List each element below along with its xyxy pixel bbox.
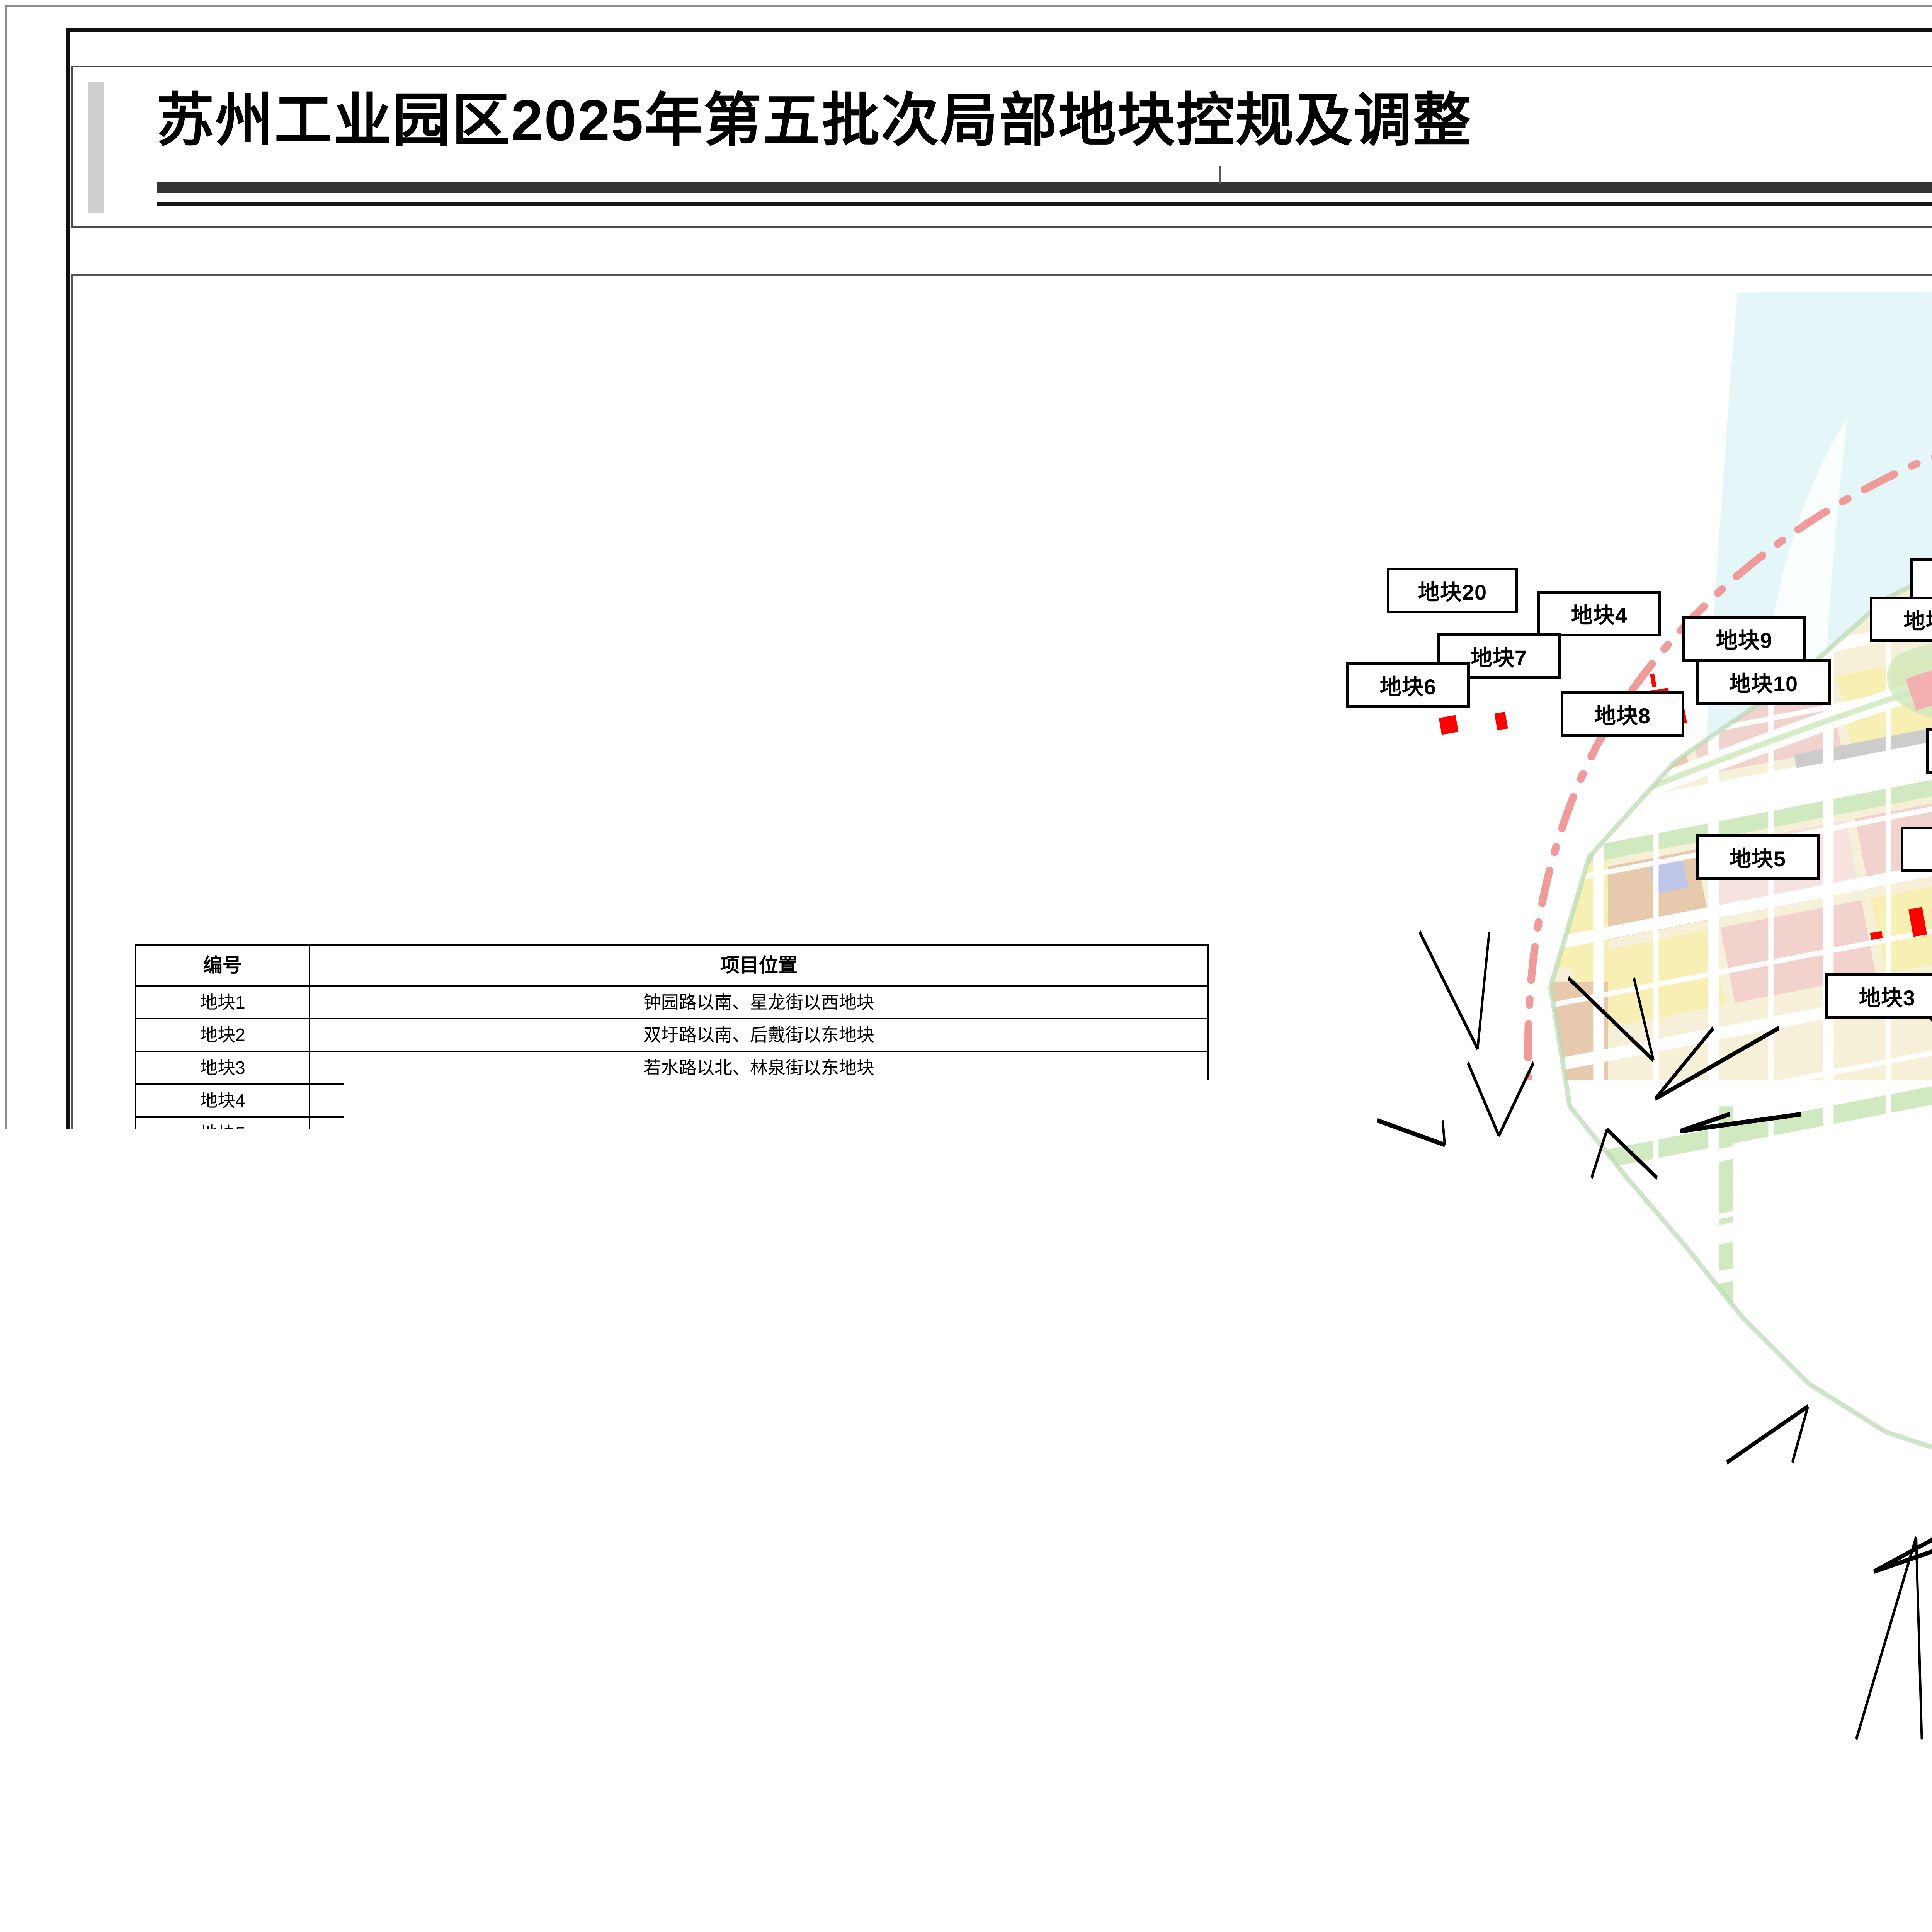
table-row: 地块13 望江路以东、园区11号河以南地块 [136, 1379, 1208, 1412]
title-rule-thin [157, 202, 1932, 206]
table-header-row: 编号 项目位置 [136, 945, 1208, 986]
title-rule-thick [157, 182, 1932, 193]
cell-plot-id: 地块2 [136, 1019, 310, 1051]
map-canvas [1282, 291, 1932, 1845]
cell-plot-id: 地块5 [136, 1117, 310, 1150]
cell-plot-location: 苏虹中路以北、星湖街以西地块 [310, 1248, 1208, 1281]
map-callout-地块20[interactable]: 地块20 [1387, 568, 1518, 613]
map-callout-地块8[interactable]: 地块8 [1561, 691, 1684, 737]
table-body: 地块1 钟园路以南、星龙街以西地块 地块2 双圩路以南、后戴街以东地块 地块3 若水路以北… [136, 986, 1208, 1642]
location-map[interactable]: 地块20地块4地块7地块9地块6地块10地块8地块12地块11地块13地块2地块… [1282, 291, 1932, 1845]
table-row: 地块11 苏虹东路以北、杏林街以西地块 [136, 1314, 1208, 1347]
cell-plot-id: 地块10 [136, 1281, 310, 1314]
cell-plot-location: 苏虹中路以北、玲珑街以西地块 [310, 1183, 1208, 1216]
drawing-sheet: 苏州工业园区2025年第五批次局部地块控规及调整 区位图 编号 项目位置 地块1… [0, 0, 1932, 1932]
table-row: 地块20 唯文路以南、亭融街以西地块 [136, 1609, 1208, 1642]
cell-plot-id: 地块14 [136, 1412, 310, 1445]
table-row: 地块5 石港路以南、石莲街以东地块 [136, 1117, 1208, 1150]
cell-plot-id: 地块16 [136, 1478, 310, 1511]
table-row: 地块16 尖浦路以西、银胜路以南地块 [136, 1478, 1208, 1511]
map-callout-地块18[interactable]: 地块18 [1901, 827, 1932, 872]
map-callout-地块15[interactable]: 地块15 [1926, 728, 1932, 774]
map-callout-地块10[interactable]: 地块10 [1696, 659, 1831, 705]
table-row: 地块10 万盛街以东、西沈浒路以北地块 [136, 1281, 1208, 1314]
title-panel: 苏州工业园区2025年第五批次局部地块控规及调整 [71, 66, 1932, 228]
cell-plot-id: 地块1 [136, 986, 310, 1019]
cell-plot-location: 石港路以南、石莲街以东地块 [310, 1117, 1208, 1150]
title-center-tick [1219, 166, 1221, 184]
cell-plot-location: 唯文路以南、亭融街以西地块 [310, 1609, 1208, 1642]
main-content-panel: 编号 项目位置 地块1 钟园路以南、星龙街以西地块 地块2 双圩路以南、后戴街以东地块… [71, 274, 1932, 1874]
table-row: 地块6 苏虹西路以南、槟榔路以北地块 [136, 1150, 1208, 1183]
map-callout-地块3[interactable]: 地块3 [1825, 973, 1932, 1019]
cell-plot-location: 珠泾河（至和西路-娄江大道段）束水扩孔地块 [310, 1084, 1208, 1117]
column-header-id: 编号 [136, 945, 310, 986]
table-row: 地块19 金堰路以东、新昌路以南地块 [136, 1577, 1208, 1609]
cell-plot-location: 京沪高速以北、泾东路以东地块 [310, 1412, 1208, 1445]
cell-plot-id: 地块8 [136, 1216, 310, 1248]
title-accent-bar [88, 82, 104, 213]
cell-plot-location: 若水路以北、林泉街以东地块 [310, 1051, 1208, 1084]
page-title: 苏州工业园区2025年第五批次局部地块控规及调整 [156, 91, 1472, 149]
map-callout-地块5[interactable]: 地块5 [1696, 834, 1820, 880]
cell-plot-id: 地块15 [136, 1445, 310, 1478]
cell-plot-location: 钟园路以南、星龙街以西地块 [310, 986, 1208, 1019]
cell-plot-id: 地块13 [136, 1379, 310, 1412]
map-callout-地块9[interactable]: 地块9 [1682, 616, 1806, 662]
cell-plot-id: 地块6 [136, 1150, 310, 1183]
plot-index-table: 编号 项目位置 地块1 钟园路以南、星龙街以西地块 地块2 双圩路以南、后戴街以东地块… [135, 944, 1209, 1643]
cell-plot-id: 地块19 [136, 1577, 310, 1609]
title-band: 苏州工业园区2025年第五批次局部地块控规及调整 区位图 [71, 66, 1932, 228]
map-callout-地块11[interactable]: 地块11 [1870, 597, 1932, 642]
cell-plot-id: 地块9 [136, 1248, 310, 1281]
table-row: 地块18 港田路以南、凤里街以西地块 [136, 1544, 1208, 1577]
column-header-location: 项目位置 [310, 945, 1208, 986]
table-row: 地块12 长阳街以东、苏虹东路以南地块 [136, 1347, 1208, 1379]
cell-plot-location: 尖浦路以西、银胜路以南地块 [310, 1478, 1208, 1511]
cell-plot-id: 地块12 [136, 1347, 310, 1379]
cell-plot-location: 金堰路以东、新昌路以南地块 [310, 1577, 1208, 1609]
table-row: 地块9 苏虹中路以北、星湖街以西地块 [136, 1248, 1208, 1281]
table-row: 地块2 双圩路以南、后戴街以东地块 [136, 1019, 1208, 1051]
cell-plot-id: 地块20 [136, 1609, 310, 1642]
cell-plot-location: 长阳街以东、苏虹东路以南地块 [310, 1347, 1208, 1379]
cell-plot-location: 苏虹西路以南、槟榔路以北地块 [310, 1150, 1208, 1183]
plot-marker[interactable] [1439, 715, 1459, 735]
table-row: 地块4 珠泾河（至和西路-娄江大道段）束水扩孔地块 [136, 1084, 1208, 1117]
cell-plot-location: 苏虹中路以南、华池街以西地块 [310, 1216, 1208, 1248]
cell-plot-location: 万盛街以东、西沈浒路以北地块 [310, 1281, 1208, 1314]
cell-plot-location: 方洲路以南、长阳街以东地块 [310, 1445, 1208, 1478]
cell-plot-id: 地块11 [136, 1314, 310, 1347]
table-row: 地块17 长阳街以西、港田路以南地块 [136, 1511, 1208, 1544]
map-callout-地块6[interactable]: 地块6 [1346, 662, 1470, 708]
table-row: 地块1 钟园路以南、星龙街以西地块 [136, 986, 1208, 1019]
cell-plot-id: 地块17 [136, 1511, 310, 1544]
table-row: 地块14 京沪高速以北、泾东路以东地块 [136, 1412, 1208, 1445]
cell-plot-id: 地块18 [136, 1544, 310, 1577]
cell-plot-location: 长阳街以西、港田路以南地块 [310, 1511, 1208, 1544]
cell-plot-id: 地块7 [136, 1183, 310, 1216]
cell-plot-location: 双圩路以南、后戴街以东地块 [310, 1019, 1208, 1051]
cell-plot-id: 地块3 [136, 1051, 310, 1084]
table-row: 地块7 苏虹中路以北、玲珑街以西地块 [136, 1183, 1208, 1216]
map-callout-地块4[interactable]: 地块4 [1537, 591, 1661, 636]
table-row: 地块15 方洲路以南、长阳街以东地块 [136, 1445, 1208, 1478]
cell-plot-id: 地块4 [136, 1084, 310, 1117]
cell-plot-location: 港田路以南、凤里街以西地块 [310, 1544, 1208, 1577]
table-row: 地块8 苏虹中路以南、华池街以西地块 [136, 1216, 1208, 1248]
cell-plot-location: 苏虹东路以北、杏林街以西地块 [310, 1314, 1208, 1347]
table-row: 地块3 若水路以北、林泉街以东地块 [136, 1051, 1208, 1084]
cell-plot-location: 望江路以东、园区11号河以南地块 [310, 1379, 1208, 1412]
